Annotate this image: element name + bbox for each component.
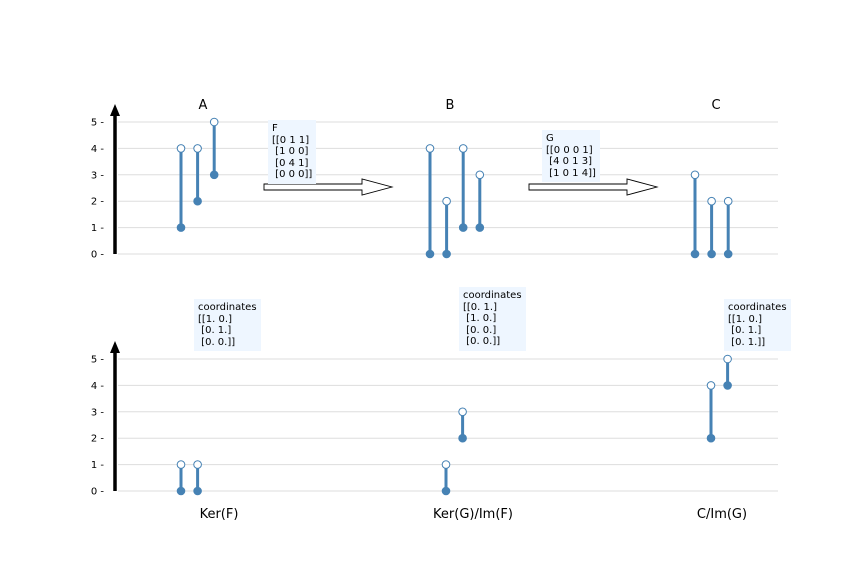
bar-death-point bbox=[723, 354, 732, 364]
top-tick-label: 4 - bbox=[91, 144, 105, 155]
bar-birth-point bbox=[425, 249, 435, 259]
bar-birth-point bbox=[176, 486, 186, 496]
bar-death-point bbox=[441, 460, 451, 469]
panel-xlabel: Ker(G)/Im(F) bbox=[433, 507, 513, 522]
bar-birth-point bbox=[441, 486, 451, 496]
map-g-label: G [[0 0 0 1] [4 0 1 3] [1 0 1 4]] bbox=[542, 130, 600, 182]
bottom-tick-label: 5 - bbox=[91, 355, 105, 366]
annotation-ker-g-im-f: coordinates [[0. 1.] [1. 0.] [0. 0.] [0.… bbox=[459, 287, 526, 351]
top-tick-label: 3 - bbox=[91, 170, 105, 181]
bottom-tick-label: 1 - bbox=[91, 460, 105, 471]
bar-birth-point bbox=[690, 249, 700, 259]
bar-death-point bbox=[475, 170, 485, 180]
bar-death-point bbox=[193, 144, 202, 153]
bar-death-point bbox=[690, 170, 700, 180]
bar-death-point bbox=[458, 407, 467, 417]
top-tick-label: 5 - bbox=[91, 118, 105, 129]
bar-birth-point bbox=[723, 249, 733, 259]
bar-birth-point bbox=[723, 381, 732, 390]
bar-death-point bbox=[707, 196, 716, 206]
bottom-tick-label: 0 - bbox=[91, 487, 105, 498]
bar-death-point bbox=[193, 460, 202, 469]
annotation-c-im-g: coordinates [[1. 0.] [0. 1.] [0. 1.]] bbox=[724, 299, 791, 351]
bar-birth-point bbox=[193, 486, 202, 496]
map-f-label: F [[0 1 1] [1 0 0] [0 4 1] [0 0 0]] bbox=[268, 120, 317, 184]
bottom-tick-label: 3 - bbox=[91, 407, 105, 418]
bar-birth-point bbox=[193, 196, 202, 206]
bar-birth-point bbox=[176, 223, 186, 232]
bar-death-point bbox=[723, 196, 733, 206]
top-tick-label: 2 - bbox=[91, 197, 105, 208]
top-tick-label: 1 - bbox=[91, 223, 105, 234]
top-y-axis-arrow bbox=[110, 104, 120, 116]
bar-death-point bbox=[209, 117, 219, 127]
bottom-tick-label: 4 - bbox=[91, 381, 105, 392]
map-g-arrow bbox=[528, 178, 659, 196]
panel-title: C bbox=[711, 98, 720, 113]
annotation-ker-f: coordinates [[1. 0.] [0. 1.] [0. 0.]] bbox=[194, 299, 261, 351]
bar-death-point bbox=[442, 196, 451, 206]
bar-birth-point bbox=[442, 249, 451, 259]
bar-birth-point bbox=[706, 433, 716, 443]
bar-death-point bbox=[706, 381, 716, 390]
bar-birth-point bbox=[458, 223, 468, 232]
bar-birth-point bbox=[475, 223, 485, 232]
bar-death-point bbox=[458, 144, 468, 153]
panel-xlabel: C/Im(G) bbox=[697, 507, 747, 522]
bar-birth-point bbox=[707, 249, 716, 259]
bar-death-point bbox=[176, 144, 186, 153]
top-tick-label: 0 - bbox=[91, 250, 105, 261]
panel-title: B bbox=[446, 98, 455, 113]
panel-xlabel: Ker(F) bbox=[200, 507, 239, 522]
map-f-arrow bbox=[263, 178, 394, 196]
bottom-y-axis-arrow bbox=[110, 341, 120, 353]
bar-death-point bbox=[176, 460, 186, 469]
bar-birth-point bbox=[209, 170, 219, 180]
panel-title: A bbox=[199, 98, 208, 113]
bottom-tick-label: 2 - bbox=[91, 434, 105, 445]
bar-death-point bbox=[425, 144, 435, 153]
bar-birth-point bbox=[458, 433, 467, 443]
